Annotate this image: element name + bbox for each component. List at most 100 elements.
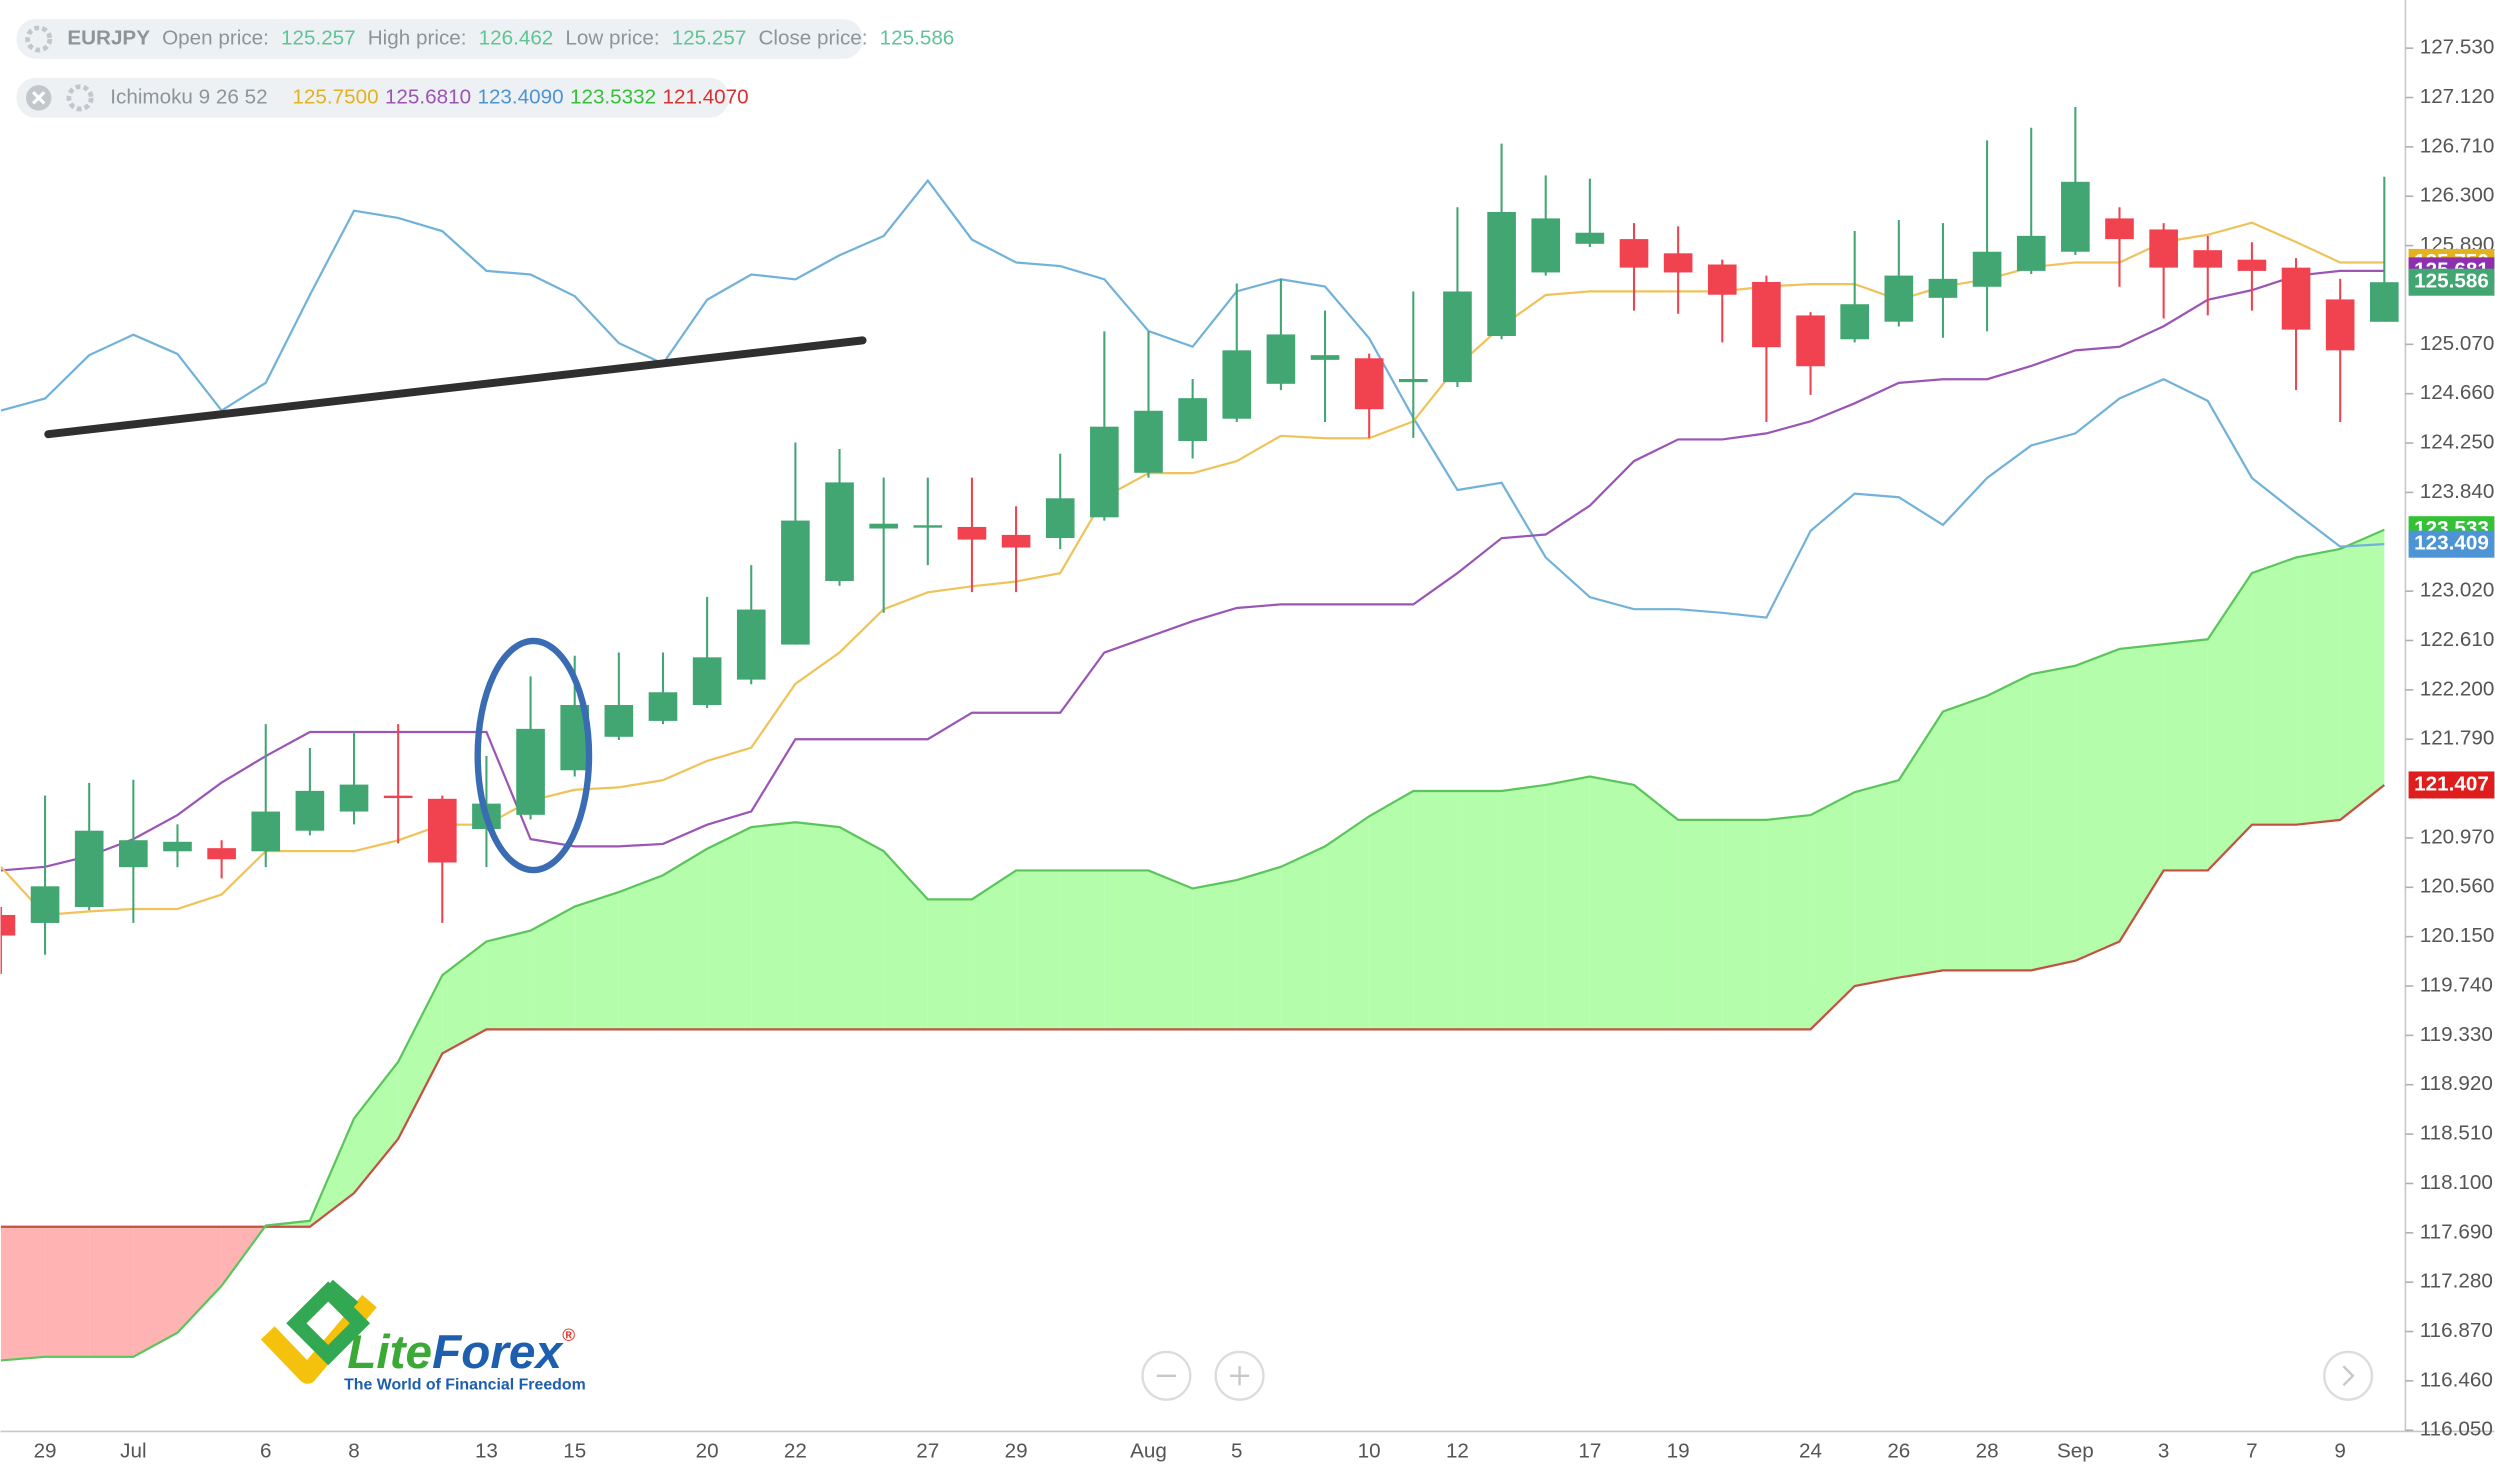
y-tick-label: 120.560 [2420,875,2495,898]
candle-body [1487,212,1516,337]
open-value: 125.257 [281,27,356,50]
y-tick-label: 120.970 [2420,825,2495,848]
cloud [1987,674,2032,971]
logo-mark-green [323,1279,359,1313]
cloud [354,1061,399,1194]
candle-body [648,692,678,721]
settings-icon[interactable] [25,25,53,53]
zoom-out-button[interactable] [1141,1350,1192,1401]
settings-icon[interactable] [66,84,94,112]
indicator-pill [16,77,729,118]
cloud [839,827,884,1030]
cloud [1104,870,1149,1030]
y-tick-label: 116.050 [2420,1418,2493,1441]
high-value: 126.462 [479,27,554,50]
cloud [707,827,752,1030]
cloud [0,1226,46,1361]
y-tick-label: 116.870 [2420,1319,2493,1342]
candle-body [1928,278,1958,298]
indicator-value: 121.4070 [663,86,749,109]
y-tick-label: 124.660 [2420,381,2495,404]
candle-body [1045,498,1075,539]
y-tick-label: 119.740 [2420,973,2493,996]
indicator-value: 125.7500 [292,86,378,109]
y-tick-label: 127.530 [2420,36,2495,59]
x-tick-label: 24 [1799,1440,1822,1463]
price-box [2408,530,2495,558]
x-tick-label: 29 [1005,1440,1028,1463]
candle-body [736,609,766,680]
low-value: 125.257 [672,27,747,50]
price-box [2408,771,2495,799]
x-tick-label: 22 [784,1440,807,1463]
candle-body [339,784,369,812]
candle-body [1663,253,1693,273]
cloud [1280,846,1326,1030]
cloud [927,899,972,1030]
cloud [2163,639,2208,871]
cloud [2031,665,2076,971]
cloud [883,851,928,1030]
x-tick-label: 20 [696,1440,719,1463]
cloud [618,875,663,1030]
high-label: High price: [368,27,467,50]
candle-body [1707,264,1737,295]
y-tick-label: 123.020 [2420,579,2495,602]
cloud [1060,870,1105,1030]
x-tick-label: 3 [2158,1440,2170,1463]
candle-body [869,523,898,529]
candle-body [207,848,236,860]
candle-body [913,525,943,528]
cloud [1369,790,1414,1030]
candle-body [1310,355,1340,360]
zoom-in-button[interactable] [1214,1350,1265,1401]
logo-mark-green [286,1281,371,1366]
cloud [1633,784,1679,1030]
x-tick-label: 29 [34,1440,57,1463]
candle-body [2061,181,2090,252]
y-tick-label: 122.610 [2420,628,2495,651]
candle-body [1619,239,1649,268]
x-tick-label: 27 [916,1440,939,1463]
candle-body [1266,334,1296,384]
cloud [1501,784,1546,1030]
indicator-legend: Ichimoku 9 26 52 125.7500 125.6810 123.409… [110,86,748,109]
scroll-right-button[interactable] [2323,1350,2374,1401]
candle-body [1178,398,1207,441]
candle-body [2237,259,2267,271]
candle-body [1090,426,1119,518]
cloud [530,906,575,1030]
candle-body [1398,378,1428,383]
candle-body [2281,267,2311,330]
indicator-line [0,178,2385,619]
cloud [1413,790,1458,1030]
candle-body [825,482,854,582]
scroll-right-icon [2342,1365,2355,1387]
candle-body [2105,218,2134,240]
candle-body [163,841,192,852]
candle-body [1134,410,1163,473]
x-tick-label: 28 [1976,1440,1999,1463]
candle-body [1531,218,1561,273]
candle-body [1884,275,1914,322]
cloud [2075,648,2120,961]
price-box-label: 121.407 [2414,772,2489,795]
cloud [1148,870,1193,1030]
plot-area [0,107,2399,1362]
cloud [971,870,1017,1030]
candle-body [1840,304,1869,340]
y-tick-label: 122.200 [2420,677,2495,700]
remove-icon-cross [32,91,46,105]
cloud [1678,819,1723,1030]
cloud [1457,790,1502,1030]
candle-body [2193,250,2223,268]
y-tick-label: 120.150 [2420,924,2495,947]
candle-body [30,886,60,923]
cloud [662,848,708,1030]
y-tick-label: 119.330 [2420,1023,2493,1046]
cloud [1810,792,1855,1030]
cloud [486,930,531,1030]
cloud [2119,644,2164,942]
